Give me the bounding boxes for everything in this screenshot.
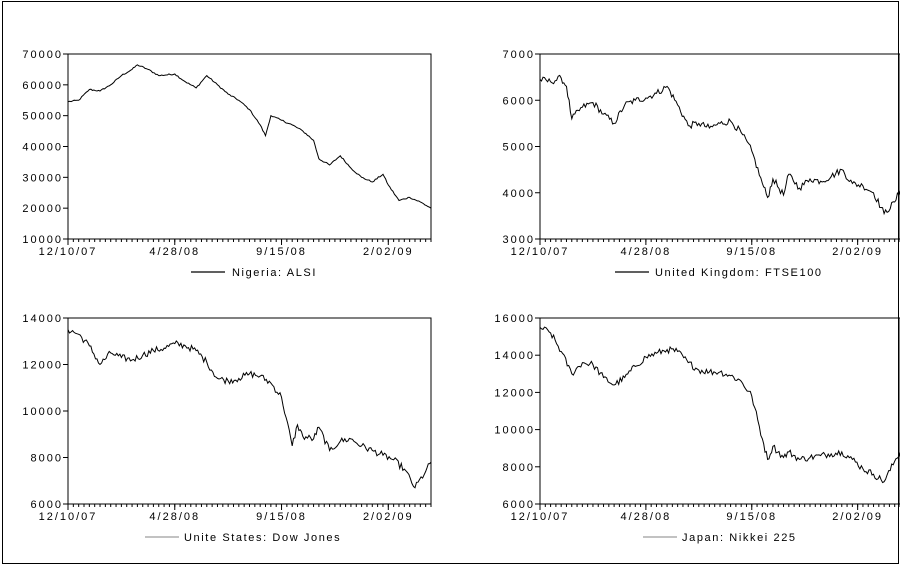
y-tick-label: 8000 xyxy=(503,462,535,474)
series-line xyxy=(67,64,432,209)
chart-panel-3: 6000 8000 10000 12000 14000 12/10/07 4/28/08 9/… xyxy=(22,313,432,544)
y-tick-label: 14000 xyxy=(494,350,535,362)
x-tick-label: 9/15/08 xyxy=(726,511,777,523)
x-tick-label: 4/28/08 xyxy=(149,246,200,258)
y-tick-label: 14000 xyxy=(22,313,63,325)
y-tick-label: 30000 xyxy=(22,172,63,184)
x-tick-label: 12/10/07 xyxy=(39,511,98,523)
legend-label: Unite States: Dow Jones xyxy=(184,532,341,544)
y-tick-label: 16000 xyxy=(494,313,535,325)
y-tick-label: 50000 xyxy=(22,111,63,123)
plot-area xyxy=(67,317,432,505)
x-tick-label: 12/10/07 xyxy=(511,511,570,523)
y-tick-label: 60000 xyxy=(22,80,63,92)
x-tick-label: 2/02/09 xyxy=(832,246,883,258)
legend-label: United Kingdom: FTSE100 xyxy=(655,267,823,279)
y-tick-label: 10000 xyxy=(22,406,63,418)
y-tick-label: 10000 xyxy=(22,234,63,246)
y-tick-label: 6000 xyxy=(503,499,535,511)
plot-area xyxy=(539,53,901,240)
chart-panel-2: 3000 4000 5000 6000 7000 12/10/07 4/28/08 9/15/… xyxy=(503,49,901,279)
chart-panel-1: 10000 20000 30000 40000 50000 60000 70000 12/10… xyxy=(22,49,432,279)
x-tick-label: 9/15/08 xyxy=(256,246,307,258)
y-tick-label: 8000 xyxy=(31,453,63,465)
series-line xyxy=(539,326,901,484)
chart-figure: 10000 20000 30000 40000 50000 60000 70000 12/10… xyxy=(22,49,901,544)
x-tick-label: 4/28/08 xyxy=(621,511,672,523)
x-tick-label: 12/10/07 xyxy=(511,246,570,258)
x-tick-label: 2/02/09 xyxy=(363,511,414,523)
y-tick-label: 4000 xyxy=(503,188,535,200)
y-tick-label: 6000 xyxy=(31,499,63,511)
plot-area xyxy=(539,317,901,505)
x-tick-label: 2/02/09 xyxy=(363,246,414,258)
y-tick-label: 3000 xyxy=(503,234,535,246)
y-tick-label: 6000 xyxy=(503,95,535,107)
x-tick-label: 12/10/07 xyxy=(39,246,98,258)
x-tick-label: 4/28/08 xyxy=(621,246,672,258)
x-tick-label: 9/15/08 xyxy=(256,511,307,523)
chart-panel-4: 6000 8000 10000 12000 14000 16000 12/10/07 4/28… xyxy=(494,313,901,544)
legend-label: Nigeria: ALSI xyxy=(232,267,317,279)
y-tick-label: 5000 xyxy=(503,142,535,154)
legend-label: Japan: Nikkei 225 xyxy=(682,532,797,544)
series-line xyxy=(539,74,901,216)
x-tick-label: 9/15/08 xyxy=(726,246,777,258)
x-tick-label: 4/28/08 xyxy=(149,511,200,523)
y-tick-label: 40000 xyxy=(22,142,63,154)
plot-area xyxy=(67,53,432,240)
y-tick-label: 12000 xyxy=(22,360,63,372)
x-tick-label: 2/02/09 xyxy=(832,511,883,523)
y-tick-label: 10000 xyxy=(494,425,535,437)
series-line xyxy=(67,329,432,489)
y-tick-label: 20000 xyxy=(22,203,63,215)
y-tick-label: 12000 xyxy=(494,387,535,399)
y-tick-label: 7000 xyxy=(503,49,535,61)
y-tick-label: 70000 xyxy=(22,49,63,61)
